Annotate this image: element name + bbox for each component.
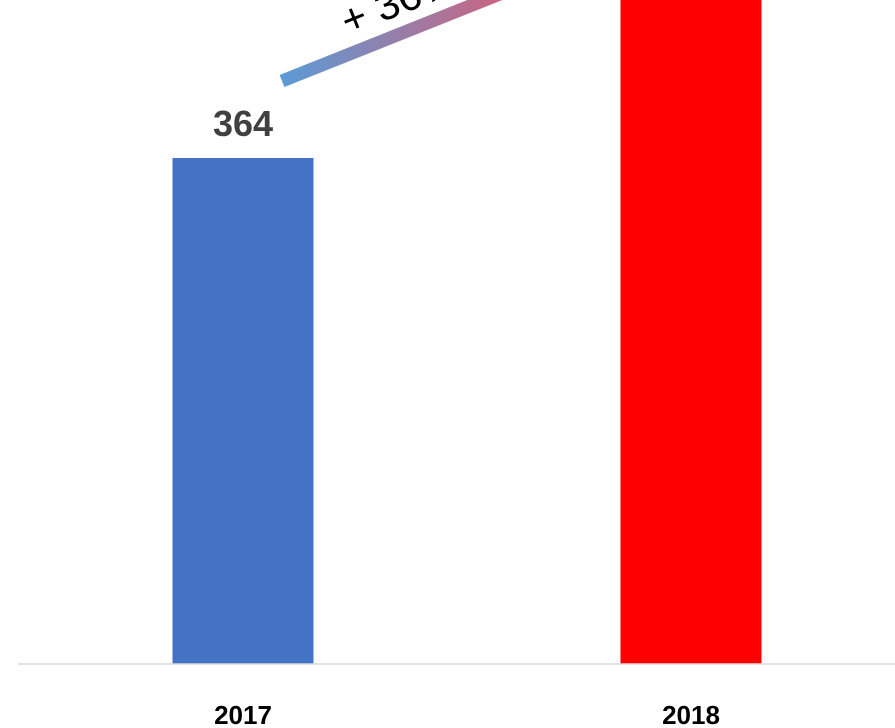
bar-2018 — [620, 0, 762, 665]
growth-trend-arrow — [279, 0, 503, 88]
x-tick-label-2018: 2018 — [662, 700, 720, 728]
bar-2017 — [172, 158, 314, 664]
x-tick-label-2017: 2017 — [214, 700, 272, 728]
bar-value-label-2017: 364 — [213, 103, 273, 144]
